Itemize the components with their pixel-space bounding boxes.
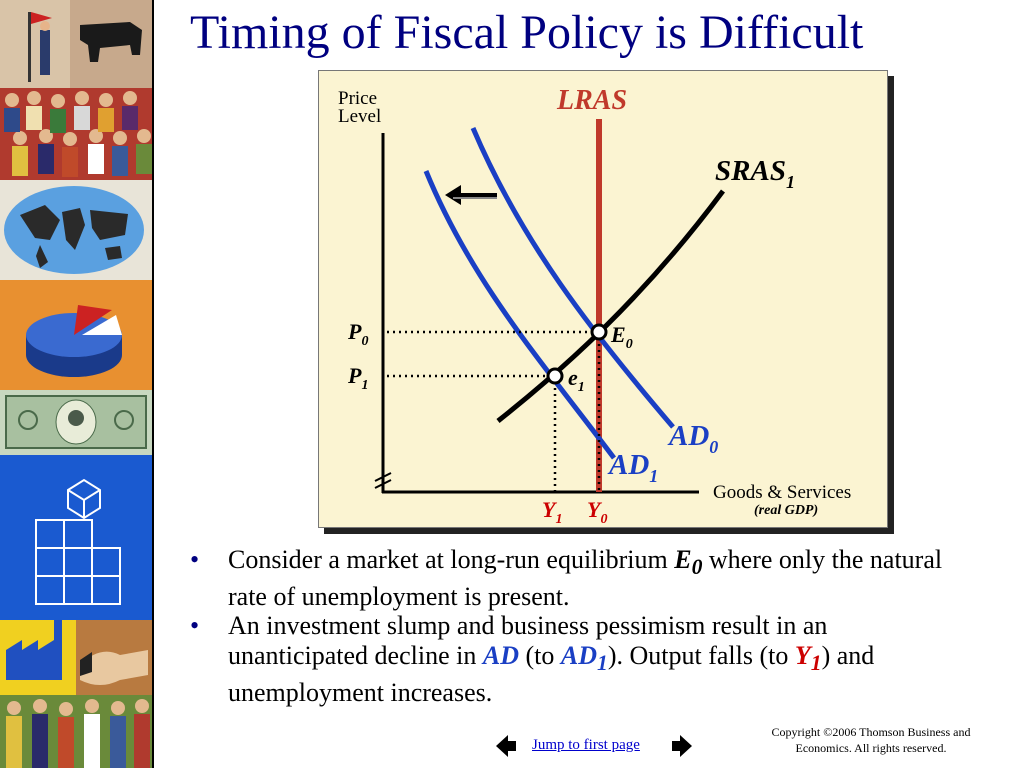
factory-handshake-tile: [0, 620, 152, 695]
e0-label: E0: [610, 322, 633, 352]
jump-to-first-page-link[interactable]: Jump to first page: [532, 737, 640, 753]
sidebar-divider: [152, 0, 154, 768]
bullet-dot: •: [190, 611, 200, 640]
p0-label: P0: [347, 319, 368, 349]
sras-curve: [496, 189, 726, 423]
left-shift-arrow-icon: [445, 185, 497, 205]
dollar-bill-tile: [0, 390, 152, 455]
y-axis-label-line1: Price: [338, 88, 377, 109]
sras-label: SRAS1: [715, 155, 795, 192]
y0-label: Y0: [587, 497, 607, 527]
world-map-tile: [0, 180, 152, 280]
bullet-list-1: • Consider a market at long-run equilibri…: [190, 545, 960, 612]
e1-point: [546, 367, 564, 385]
y-axis-label-line2: Level: [338, 106, 381, 127]
x-axis-sublabel: (real GDP): [754, 503, 818, 518]
crowd-bottom-tile: [0, 695, 152, 768]
ad1-curve: [423, 170, 616, 460]
p1-label: P1: [347, 363, 368, 393]
lras-label: LRAS: [556, 85, 627, 116]
bullet-list-2: • An investment slump and business pessim…: [190, 611, 960, 708]
bullet-dot: •: [190, 545, 200, 574]
pie-chart-tile: [0, 280, 152, 390]
decorative-collage-sidebar: [0, 0, 152, 768]
e1-label: e1: [568, 365, 585, 395]
ad0-curve: [470, 127, 675, 429]
left-arrow-icon[interactable]: [494, 733, 518, 759]
ad1-label: AD1: [607, 449, 658, 486]
y1-label: Y1: [542, 497, 562, 527]
x-axis-label: Goods & Services: [713, 482, 851, 503]
bullet-item-2: • An investment slump and business pessim…: [190, 611, 875, 708]
bull-figure-tile: [0, 0, 152, 88]
bullet-item-1: • Consider a market at long-run equilibri…: [190, 545, 943, 612]
slide-title: Timing of Fiscal Policy is Difficult: [190, 6, 864, 59]
crowd-tile: [0, 88, 152, 180]
ad0-label: AD0: [667, 420, 718, 457]
building-blocks-tile: [0, 455, 152, 620]
axis-break-mark: [374, 472, 392, 489]
diagram-panel: Price Level Goods & Services (real GDP) …: [318, 70, 888, 528]
right-arrow-icon[interactable]: [670, 733, 694, 759]
e0-point: [590, 323, 608, 341]
ad-as-diagram: Price Level Goods & Services (real GDP) …: [338, 85, 851, 527]
copyright-notice: Copyright ©2006 Thomson Business and Eco…: [771, 725, 971, 755]
